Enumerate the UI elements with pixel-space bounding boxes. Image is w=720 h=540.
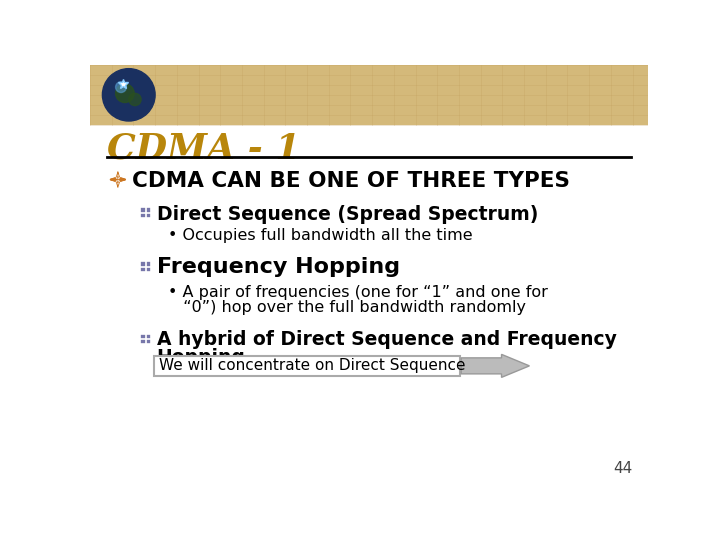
Bar <box>90 65 648 125</box>
Circle shape <box>116 82 127 92</box>
Circle shape <box>116 84 134 103</box>
Text: “0”) hop over the full bandwidth randomly: “0”) hop over the full bandwidth randoml… <box>173 300 526 315</box>
Text: A hybrid of Direct Sequence and Frequency: A hybrid of Direct Sequence and Frequenc… <box>157 330 616 349</box>
Polygon shape <box>118 178 126 181</box>
Circle shape <box>129 93 141 106</box>
Bar <box>153 356 459 376</box>
Bar <box>140 261 151 272</box>
Text: Direct Sequence (Spread Spectrum): Direct Sequence (Spread Spectrum) <box>157 205 538 224</box>
Text: CDMA CAN BE ONE OF THREE TYPES: CDMA CAN BE ONE OF THREE TYPES <box>132 171 570 191</box>
Text: • A pair of frequencies (one for “1” and one for: • A pair of frequencies (one for “1” and… <box>168 285 547 300</box>
Text: We will concentrate on Direct Sequence: We will concentrate on Direct Sequence <box>159 359 465 373</box>
Bar <box>140 207 151 218</box>
Bar <box>140 334 151 345</box>
FancyArrow shape <box>462 354 529 377</box>
Text: CDMA - 1: CDMA - 1 <box>107 131 300 165</box>
Circle shape <box>102 69 155 121</box>
Text: Hopping: Hopping <box>157 348 246 367</box>
Text: Frequency Hopping: Frequency Hopping <box>157 257 400 278</box>
Text: • Occupies full bandwidth all the time: • Occupies full bandwidth all the time <box>168 228 472 243</box>
Text: 44: 44 <box>613 461 632 476</box>
Polygon shape <box>110 178 118 181</box>
Polygon shape <box>116 172 120 179</box>
Polygon shape <box>116 179 120 187</box>
